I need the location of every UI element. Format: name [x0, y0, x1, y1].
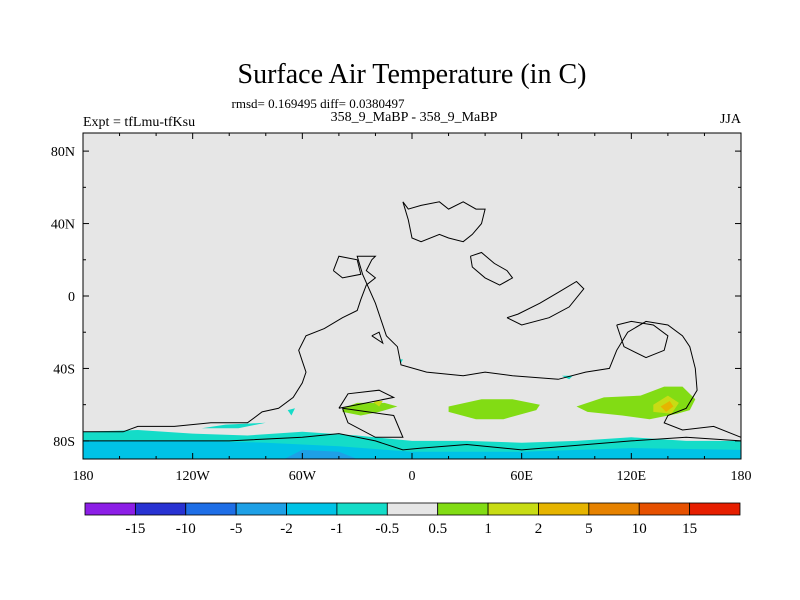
- colorbar-label: -2: [280, 521, 293, 537]
- anomaly-region-10: [371, 401, 383, 407]
- y-tick-label: 80N: [51, 145, 75, 160]
- coastline-4: [402, 201, 486, 243]
- colorbar-swatch: [487, 502, 539, 516]
- anomaly-region-8: [448, 399, 540, 420]
- colorbar-label: 15: [682, 521, 697, 537]
- coastline-9: [371, 331, 384, 345]
- colorbar-swatch: [588, 502, 640, 516]
- colorbar-swatch: [84, 502, 136, 516]
- x-tick-label: 60W: [289, 469, 317, 484]
- x-tick-label: 180: [731, 469, 752, 484]
- coastline-2: [338, 389, 396, 409]
- colorbar-swatch: [689, 502, 741, 516]
- coastline-7: [616, 320, 669, 359]
- anomaly-region-7: [342, 402, 398, 416]
- colorbar-label: -10: [176, 521, 196, 537]
- y-tick-label: 80S: [53, 435, 75, 450]
- chart-title: Surface Air Temperature (in C): [238, 59, 587, 90]
- coastline-8: [332, 255, 362, 279]
- colorbar-label: 2: [535, 521, 543, 537]
- colorbar-swatch: [185, 502, 237, 516]
- coastlines: [83, 201, 742, 451]
- anomaly-region-3: [201, 422, 266, 429]
- x-tick-label: 120W: [176, 469, 211, 484]
- map-axes: 180 120W 60W 0 60E 120E 180 80N 40N 0 40S 80S: [51, 132, 752, 484]
- colorbar-label: 0.5: [428, 521, 447, 537]
- colorbar-label: -15: [125, 521, 145, 537]
- coastline-5: [470, 251, 514, 286]
- anomaly-region-12: [660, 401, 674, 412]
- x-tick-label: 60E: [510, 469, 533, 484]
- y-tick-label: 0: [68, 290, 75, 305]
- colorbar-label: -5: [230, 521, 243, 537]
- colorbar-swatch: [538, 502, 590, 516]
- y-tick-label: 40S: [53, 362, 75, 377]
- colorbar-swatch: [437, 502, 489, 516]
- anomaly-region-4: [287, 408, 295, 416]
- map-area: [83, 133, 741, 459]
- colorbar-swatch: [386, 502, 439, 516]
- chart-subtitle: 358_9_MaBP - 358_9_MaBP: [331, 110, 498, 125]
- right-label: JJA: [720, 112, 742, 127]
- y-tick-label: 40N: [51, 218, 75, 233]
- left-label: Expt = tfLmu-tfKsu: [83, 115, 195, 130]
- colorbar-label: 1: [484, 521, 492, 537]
- colorbar-swatch: [235, 502, 287, 516]
- anomaly-region-1: [83, 440, 741, 459]
- colorbar-label: 5: [585, 521, 593, 537]
- colorbar-swatch: [638, 502, 691, 516]
- x-tick-label: 120E: [617, 469, 647, 484]
- colorbar-label: -0.5: [375, 521, 399, 537]
- coastline-6: [506, 280, 585, 326]
- colorbar-label: 10: [632, 521, 647, 537]
- stats-line: rmsd= 0.169495 diff= 0.0380497: [232, 96, 405, 111]
- colorbar-label: -1: [331, 521, 344, 537]
- coastline-3: [342, 407, 404, 438]
- coastline-1: [83, 433, 742, 451]
- x-tick-label: 180: [73, 469, 94, 484]
- coastline-0: [83, 255, 742, 438]
- colorbar-swatch: [286, 502, 338, 516]
- x-tick-label: 0: [409, 469, 416, 484]
- colorbar-swatch: [134, 502, 187, 516]
- colorbar: -15 -10 -5 -2 -1 -0.5 0.5 1 2 5 10 15: [84, 502, 741, 537]
- colorbar-swatch: [336, 502, 388, 516]
